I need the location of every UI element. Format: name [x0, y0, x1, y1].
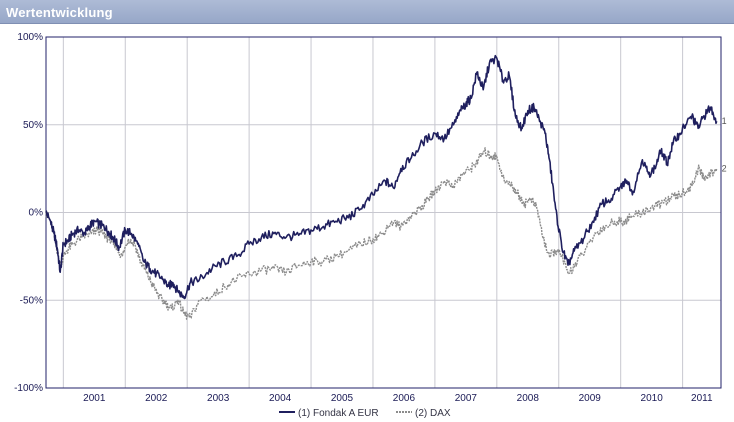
legend-label-dax: (2) DAX	[415, 408, 451, 419]
x-tick-label: 2004	[269, 393, 292, 404]
chart-title: Wertentwicklung	[6, 5, 113, 20]
x-tick-label: 2002	[145, 393, 168, 404]
series-end-label-dax: 2	[722, 164, 727, 174]
series-end-label-fondak: 1	[722, 116, 727, 126]
x-tick-label: 2001	[83, 393, 106, 404]
grid-lines	[46, 36, 721, 389]
y-tick-label: 100%	[17, 32, 43, 43]
performance-chart: 100%50%0%-50%-100% 2001 2002 2003 2004 2005 2…	[14, 32, 727, 419]
y-tick-label: -100%	[14, 383, 43, 394]
x-tick-label: 2005	[331, 393, 354, 404]
legend: (1) Fondak A EUR (2) DAX	[279, 408, 451, 419]
x-tick-label: 2010	[641, 393, 664, 404]
x-tick-label: 2009	[579, 393, 602, 404]
x-tick-label: 2007	[455, 393, 478, 404]
x-tick-label: 2008	[517, 393, 540, 404]
x-tick-label: 2003	[207, 393, 230, 404]
series-line-fondak	[45, 54, 718, 300]
chart-area: 100% 50% 0% -50% -100% 2001 2002 2003 2004 2005 2…	[0, 24, 734, 422]
x-axis-labels: 2001 2002 2003 2004 2005 2006 2007 2008 2009 2010…	[83, 393, 713, 404]
x-tick-label: 2006	[393, 393, 416, 404]
y-tick-label: 0%	[29, 208, 44, 219]
y-tick-label: 50%	[23, 120, 43, 131]
x-tick-label: 2011	[691, 393, 713, 404]
legend-label-fondak: (1) Fondak A EUR	[298, 408, 379, 419]
y-axis-labels: 100% 50% 0% -50% -100%	[14, 32, 43, 394]
chart-header: Wertentwicklung	[0, 0, 734, 24]
y-tick-label: -50%	[20, 295, 43, 306]
series-layer: 21	[45, 54, 727, 320]
series-line-dax	[45, 147, 718, 320]
